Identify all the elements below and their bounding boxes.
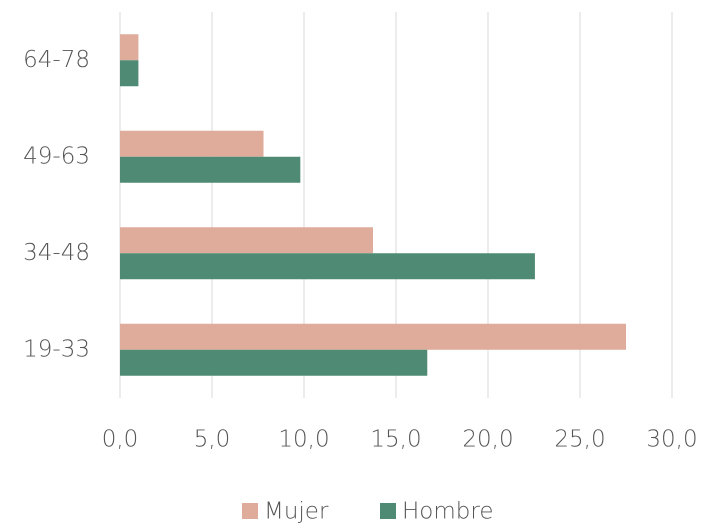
legend-label: Hombre [402, 499, 493, 525]
y-tick-label: 49-63 [23, 143, 90, 169]
legend-swatch [242, 503, 258, 519]
x-tick-label: 15,0 [370, 427, 421, 453]
x-tick-label: 20,0 [462, 427, 513, 453]
bar [120, 60, 139, 87]
x-tick-label: 30,0 [646, 427, 697, 453]
y-tick-label: 19-33 [23, 336, 90, 362]
bar [120, 349, 428, 376]
bar [120, 227, 373, 254]
x-tick-label: 0,0 [102, 427, 139, 453]
bar [120, 253, 535, 280]
legend-label: Mujer [264, 499, 329, 525]
y-tick-label: 34-48 [23, 240, 90, 266]
x-tick-label: 5,0 [194, 427, 231, 453]
bar [120, 130, 264, 157]
y-tick-label: 64-78 [23, 47, 90, 73]
x-tick-label: 25,0 [554, 427, 605, 453]
x-tick-label: 10,0 [278, 427, 329, 453]
bar [120, 323, 626, 350]
bar [120, 34, 139, 61]
bar [120, 156, 301, 183]
legend-swatch [380, 503, 396, 519]
